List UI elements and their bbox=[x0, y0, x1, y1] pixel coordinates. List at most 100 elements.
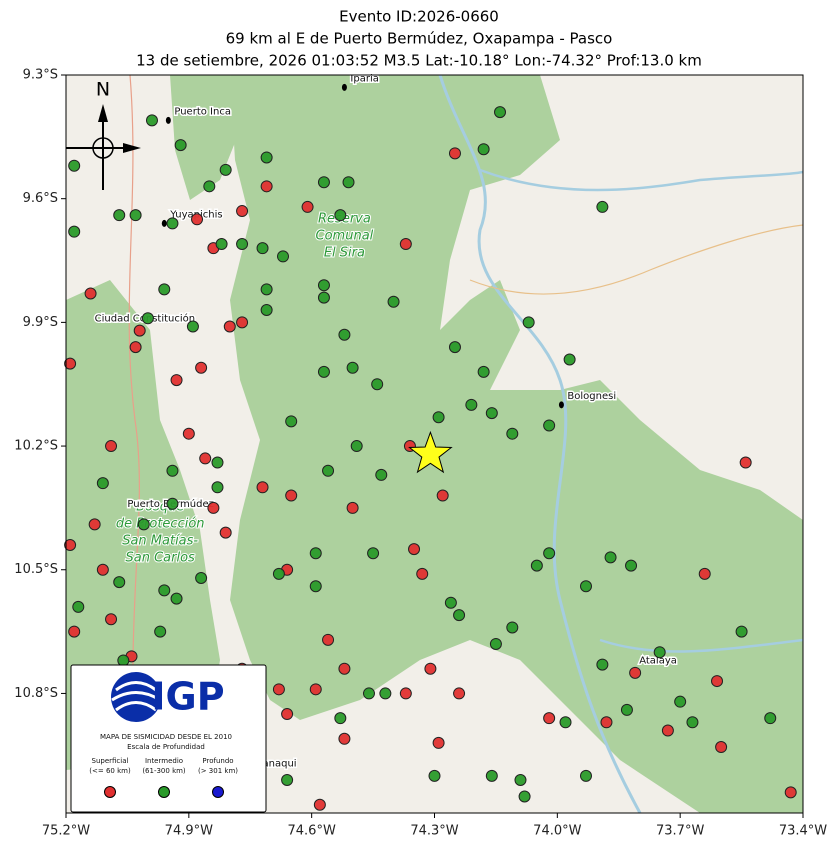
epicenter bbox=[522, 316, 535, 329]
epicenter bbox=[596, 658, 609, 671]
epicenter bbox=[698, 567, 711, 580]
town-label: Atalaya bbox=[639, 655, 677, 666]
epicenter bbox=[494, 106, 507, 119]
epicenter bbox=[559, 716, 572, 729]
epicenter bbox=[448, 341, 461, 354]
legend-label: Intermedio bbox=[145, 757, 183, 765]
epicenter bbox=[211, 456, 224, 469]
epicenter bbox=[477, 365, 490, 378]
epicenter bbox=[277, 250, 290, 263]
epicenter bbox=[322, 633, 335, 646]
epicenter bbox=[68, 225, 81, 238]
epicenter bbox=[195, 361, 208, 374]
epicenter bbox=[530, 559, 543, 572]
epicenter bbox=[387, 295, 400, 308]
epicenter bbox=[371, 378, 384, 391]
epicenter bbox=[84, 287, 97, 300]
epicenter bbox=[236, 238, 249, 251]
legend-scale: Escala de Profundidad bbox=[127, 743, 205, 751]
epicenter bbox=[346, 361, 359, 374]
epicenter bbox=[272, 683, 285, 696]
epicenter bbox=[236, 205, 249, 218]
epicenter bbox=[309, 580, 322, 593]
epicenter bbox=[68, 159, 81, 172]
epicenter bbox=[223, 320, 236, 333]
epicenter bbox=[661, 724, 674, 737]
epicenter bbox=[543, 547, 556, 560]
reserve-label: San Carlos bbox=[126, 551, 196, 566]
epicenter bbox=[711, 675, 724, 688]
y-tick-label: 10.2°S bbox=[14, 439, 58, 454]
x-tick-label: 73.7°W bbox=[656, 824, 704, 839]
epicenter bbox=[489, 637, 502, 650]
town-dot bbox=[341, 83, 347, 91]
epicenter bbox=[219, 526, 232, 539]
epicenter bbox=[477, 143, 490, 156]
x-tick-label: 74.3°W bbox=[410, 824, 458, 839]
town-dot bbox=[165, 116, 171, 124]
epicenter bbox=[191, 213, 204, 226]
north-label: N bbox=[96, 79, 110, 101]
epicenter bbox=[170, 592, 183, 605]
epicenter bbox=[207, 501, 220, 514]
epicenter bbox=[338, 662, 351, 675]
reserve-label: Comunal bbox=[316, 228, 374, 243]
epicenter bbox=[129, 341, 142, 354]
details: 13 de setiembre, 2026 01:03:52 M3.5 Lat:… bbox=[136, 52, 702, 70]
epicenter bbox=[313, 798, 326, 811]
legend-marker bbox=[212, 786, 224, 798]
town-label: anaqui bbox=[263, 759, 297, 770]
epicenter bbox=[518, 790, 531, 803]
subtitle: 69 km al E de Puerto Bermúdez, Oxapampa … bbox=[226, 30, 613, 48]
epicenter bbox=[215, 238, 228, 251]
epicenter bbox=[219, 163, 232, 176]
epicenter bbox=[256, 242, 269, 255]
epicenter bbox=[784, 786, 797, 799]
epicenter bbox=[182, 427, 195, 440]
epicenter bbox=[88, 518, 101, 531]
epicenter bbox=[432, 411, 445, 424]
legend-logo: IGP bbox=[151, 675, 224, 719]
epicenter bbox=[285, 415, 298, 428]
town-dot bbox=[161, 219, 167, 227]
epicenter bbox=[399, 687, 412, 700]
epicenter bbox=[432, 736, 445, 749]
title: Evento ID:2026-0660 bbox=[339, 8, 499, 26]
epicenter bbox=[105, 613, 118, 626]
epicenter bbox=[625, 559, 638, 572]
epicenter bbox=[506, 427, 519, 440]
epicenter bbox=[485, 769, 498, 782]
epicenter bbox=[715, 741, 728, 754]
epicenter bbox=[579, 580, 592, 593]
epicenter bbox=[408, 543, 421, 556]
epicenter bbox=[195, 571, 208, 584]
epicenter bbox=[416, 567, 429, 580]
epicenter bbox=[96, 563, 109, 576]
epicenter bbox=[596, 200, 609, 213]
epicenter bbox=[260, 283, 273, 296]
epicenter bbox=[64, 357, 77, 370]
reserve-label: San Matías- bbox=[122, 534, 198, 549]
legend-range: (> 301 km) bbox=[198, 767, 238, 775]
epicenter bbox=[64, 539, 77, 552]
x-tick-label: 74.9°W bbox=[165, 824, 213, 839]
epicenter bbox=[338, 328, 351, 341]
y-tick-label: 9.9°S bbox=[23, 315, 58, 330]
town-label: Puerto Inca bbox=[174, 106, 231, 117]
epicenter bbox=[129, 209, 142, 222]
epicenter bbox=[285, 489, 298, 502]
epicenter bbox=[174, 139, 187, 152]
epicenter bbox=[170, 374, 183, 387]
epicenter bbox=[203, 180, 216, 193]
event-star bbox=[408, 430, 453, 474]
epicenter bbox=[424, 662, 437, 675]
legend-range: (<= 60 km) bbox=[89, 767, 131, 775]
epicenter bbox=[68, 625, 81, 638]
epicenter bbox=[309, 547, 322, 560]
epicenter bbox=[113, 209, 126, 222]
legend-marker bbox=[158, 786, 170, 798]
epicenter bbox=[158, 584, 171, 597]
epicenter bbox=[350, 440, 363, 453]
epicenter bbox=[113, 576, 126, 589]
